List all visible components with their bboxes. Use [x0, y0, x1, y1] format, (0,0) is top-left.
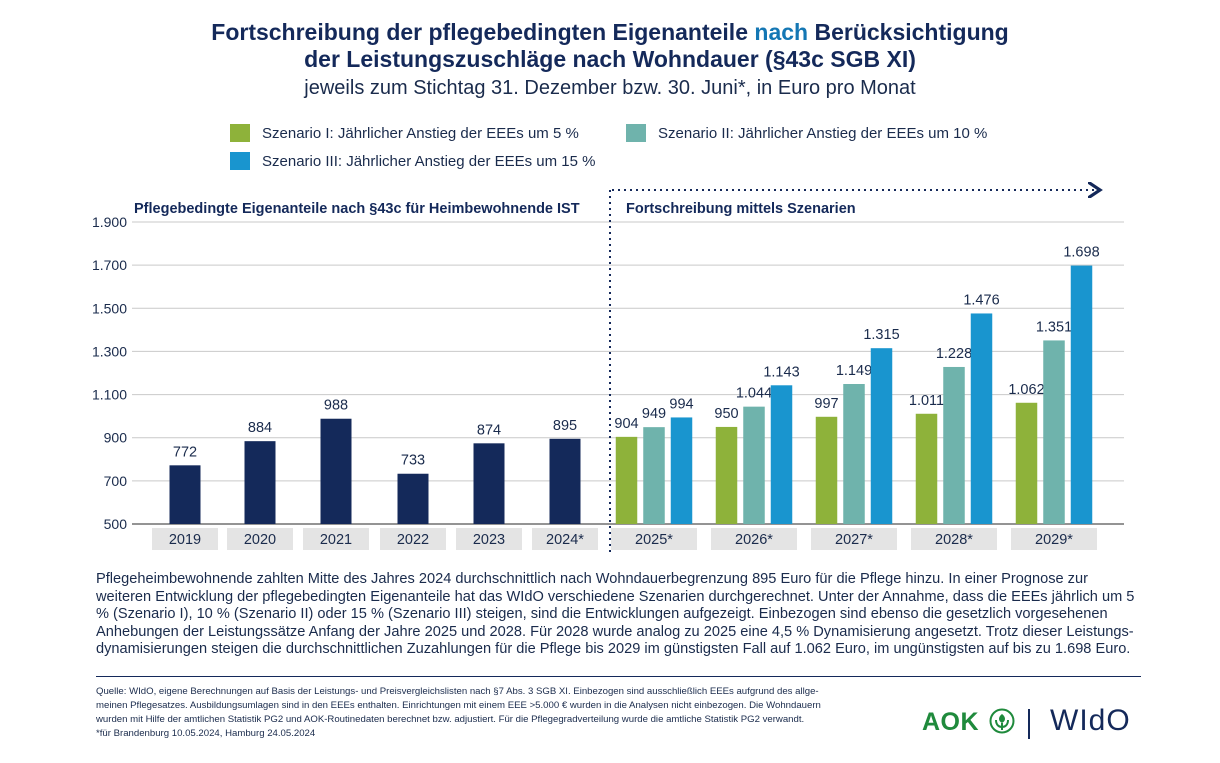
legend-item-scenario-2: Szenario II: Jährlicher Anstieg der EEEs…	[626, 124, 987, 142]
source-line-3: wurden mit Hilfe der amtlichen Statistik…	[96, 714, 805, 725]
value-label-2026*-scenario-1: 950	[714, 406, 738, 422]
ytick-label-700: 700	[104, 473, 128, 489]
bar-2027*-scenario-2	[843, 384, 865, 524]
category-box-2020	[227, 528, 293, 550]
category-label-2029*: 2029*	[1035, 532, 1073, 548]
value-label-2025*-scenario-1: 904	[614, 416, 638, 432]
bar-2025*-scenario-3	[670, 417, 693, 524]
chart-title-line1: Fortschreibung der pflegebedingten Eigen…	[211, 19, 1009, 45]
bar-ist-2023	[473, 443, 505, 524]
category-label-2026*: 2026*	[735, 532, 773, 548]
bar-2025*-scenario-1	[615, 436, 638, 524]
legend-item-scenario-1: Szenario I: Jährlicher Anstieg der EEEs …	[230, 124, 579, 142]
aok-logo-text: AOK	[922, 708, 980, 736]
category-box-2027*	[811, 528, 897, 550]
category-label-2023: 2023	[473, 532, 505, 548]
value-label-ist-2024*: 895	[553, 418, 577, 434]
value-label-ist-2019: 772	[173, 444, 197, 460]
value-label-2029*-scenario-2: 1.351	[1036, 319, 1072, 335]
bar-chart: 500 700 900 1.100 1.300 1.500 1.700 1.900 Pfleg…	[92, 0, 1124, 552]
value-label-2029*-scenario-3: 1.698	[1063, 245, 1099, 261]
category-label-2027*: 2027*	[835, 532, 873, 548]
value-label-2026*-scenario-2: 1.044	[736, 386, 772, 402]
value-label-ist-2023: 874	[477, 422, 501, 438]
ytick-label-1100: 1.100	[92, 387, 127, 403]
section-label-ist: Pflegebedingte Eigenanteile nach §43c fü…	[134, 201, 580, 217]
value-label-ist-2020: 884	[248, 420, 272, 436]
chart-subtitle: jeweils zum Stichtag 31. Dezember bzw. 3…	[304, 77, 916, 99]
ytick-label-500: 500	[104, 516, 128, 532]
value-label-2025*-scenario-2: 949	[642, 406, 666, 422]
bar-2027*-scenario-3	[870, 348, 893, 524]
value-label-2027*-scenario-3: 1.315	[863, 327, 899, 343]
bar-2026*-scenario-1	[715, 426, 738, 524]
value-label-ist-2022: 733	[401, 453, 425, 469]
section-label-forecast: Fortschreibung mittels Szenarien	[626, 201, 856, 217]
bar-ist-2024*	[549, 438, 581, 524]
ytick-label-900: 900	[104, 430, 128, 446]
ytick-label-1500: 1.500	[92, 300, 127, 316]
bar-2028*-scenario-3	[970, 313, 993, 524]
bar-2029*-scenario-2	[1043, 340, 1065, 524]
legend-item-scenario-3: Szenario III: Jährlicher Anstieg der EEE…	[230, 152, 596, 170]
value-label-2026*-scenario-3: 1.143	[763, 364, 799, 380]
ytick-label-1700: 1.700	[92, 257, 127, 273]
divider	[96, 676, 1141, 677]
category-label-2021: 2021	[320, 532, 352, 548]
bar-2025*-scenario-2	[643, 427, 665, 524]
value-label-2029*-scenario-1: 1.062	[1008, 382, 1044, 398]
category-box-2025*	[611, 528, 697, 550]
value-label-2028*-scenario-3: 1.476	[963, 292, 999, 308]
aok-logo: AOK	[922, 708, 1015, 737]
source-note: Quelle: WIdO, eigene Berechnungen auf Ba…	[96, 685, 896, 741]
category-label-2028*: 2028*	[935, 532, 973, 548]
bar-2026*-scenario-2	[743, 406, 765, 524]
category-label-2024*: 2024*	[546, 532, 584, 548]
value-label-2028*-scenario-2: 1.228	[936, 346, 972, 362]
value-label-2027*-scenario-2: 1.149	[836, 363, 872, 379]
category-box-2029*	[1011, 528, 1097, 550]
ytick-label-1300: 1.300	[92, 343, 127, 359]
category-box-2023	[456, 528, 522, 550]
legend-label-scenario-2: Szenario II: Jährlicher Anstieg der EEEs…	[658, 124, 988, 142]
category-box-2022	[380, 528, 446, 550]
aok-tree-icon	[989, 708, 1015, 734]
value-label-ist-2021: 988	[324, 398, 348, 414]
category-box-2026*	[711, 528, 797, 550]
bar-2026*-scenario-3	[770, 385, 793, 524]
source-line-1: Quelle: WIdO, eigene Berechnungen auf Ba…	[96, 686, 819, 697]
logo-separator	[1028, 709, 1030, 739]
bar-2029*-scenario-1	[1015, 402, 1038, 524]
wido-logo: WIdO	[1050, 704, 1131, 737]
category-label-2025*: 2025*	[635, 532, 673, 548]
bar-ist-2020	[244, 441, 276, 524]
category-box-2021	[303, 528, 369, 550]
bar-ist-2022	[397, 473, 429, 524]
source-line-2: meinen Pflegesatzes. Ausbildungsumlagen …	[96, 700, 821, 711]
value-label-2027*-scenario-1: 997	[814, 396, 838, 412]
value-label-2025*-scenario-3: 994	[669, 396, 693, 412]
category-label-2020: 2020	[244, 532, 276, 548]
category-box-2028*	[911, 528, 997, 550]
category-box-2024*	[532, 528, 598, 550]
bar-ist-2021	[320, 418, 352, 524]
bar-2029*-scenario-3	[1070, 265, 1093, 524]
legend-label-scenario-1: Szenario I: Jährlicher Anstieg der EEEs …	[262, 124, 579, 142]
legend-label-scenario-3: Szenario III: Jährlicher Anstieg der EEE…	[262, 152, 596, 170]
category-label-2022: 2022	[397, 532, 429, 548]
bar-2027*-scenario-1	[815, 416, 838, 524]
category-label-2019: 2019	[169, 532, 201, 548]
ytick-label-1900: 1.900	[92, 214, 127, 230]
legend-swatch-scenario-1	[230, 124, 250, 142]
source-line-4: *für Brandenburg 10.05.2024, Hamburg 24.…	[96, 728, 316, 739]
legend-swatch-scenario-2	[626, 124, 646, 142]
category-box-2019	[152, 528, 218, 550]
legend-swatch-scenario-3	[230, 152, 250, 170]
description-text: Pflegeheimbewohnende zahlten Mitte des J…	[96, 571, 1135, 658]
bar-2028*-scenario-2	[943, 366, 965, 524]
chart-title-line2: der Leistungszuschläge nach Wohndauer (§…	[304, 46, 916, 72]
value-label-2028*-scenario-1: 1.011	[909, 393, 944, 409]
bar-2028*-scenario-1	[915, 413, 938, 524]
bar-ist-2019	[169, 465, 201, 524]
